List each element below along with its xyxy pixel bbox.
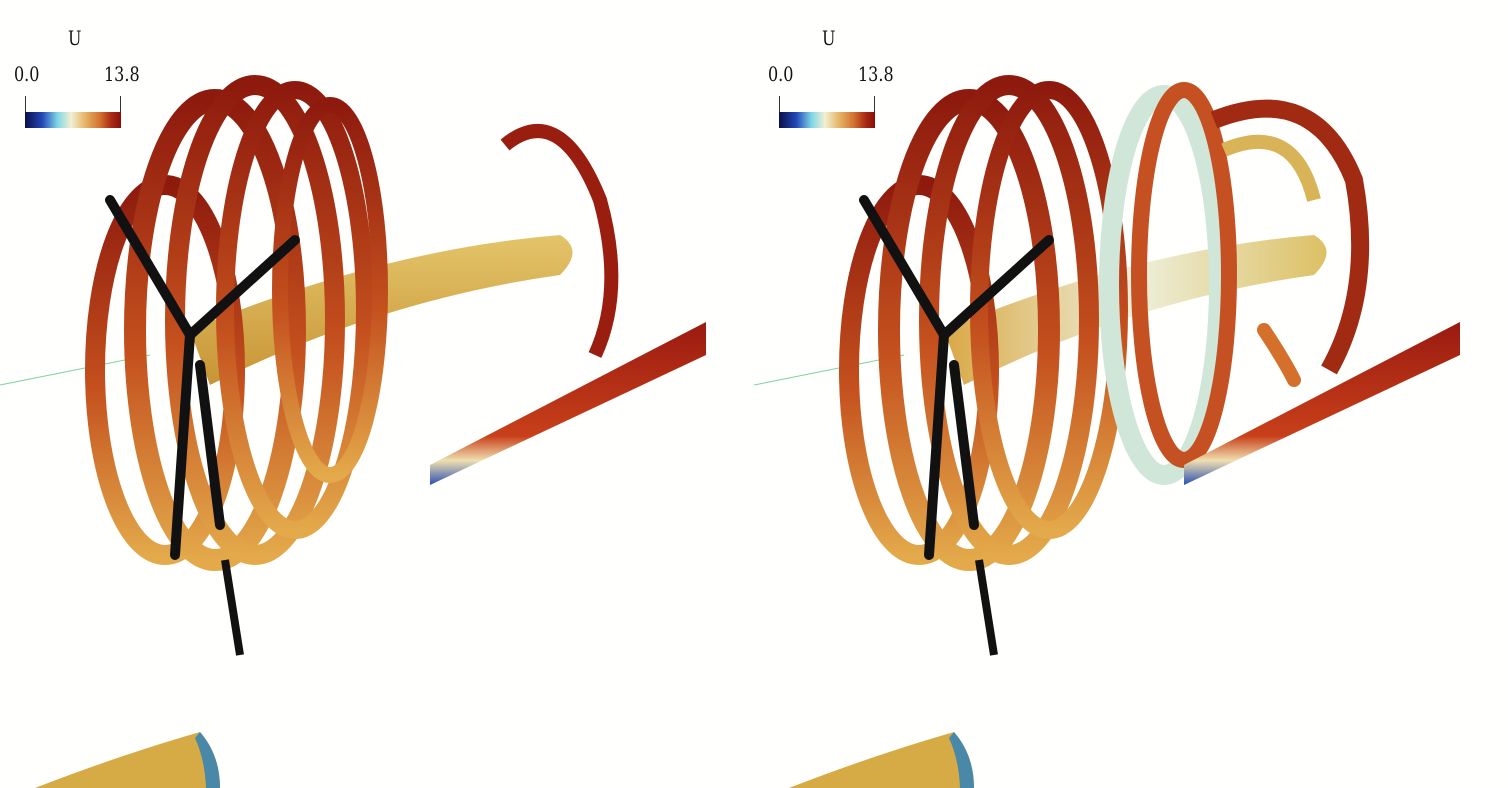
legend-tick-max [120, 96, 121, 112]
tip-vortex-rings [85, 75, 388, 571]
legend-min-label: 0.0 [14, 62, 40, 86]
color-legend: U 0.0 13.8 [754, 0, 894, 140]
legend-max-label: 13.8 [104, 62, 140, 86]
wake-scene-right [754, 75, 1460, 788]
legend-tick-max [874, 96, 875, 112]
turbine-tower [221, 559, 244, 656]
legend-max-label: 13.8 [858, 62, 894, 86]
turbine-tower [975, 559, 998, 656]
colorbar [779, 112, 875, 128]
render-viewport-right[interactable]: U 0.0 13.8 [754, 0, 1508, 788]
detached-vortex-arc [500, 124, 619, 358]
detached-vortex-arc [1210, 99, 1370, 375]
turbine-blades [105, 195, 300, 560]
ground-slice-strip [1184, 322, 1460, 485]
legend-min-label: 0.0 [768, 62, 794, 86]
wake-scene-left [0, 75, 706, 788]
legend-tick-min [779, 96, 780, 112]
legend-title: U [68, 26, 82, 50]
legend-tick-min [25, 96, 26, 112]
turbine-blades [859, 195, 1054, 560]
colorbar [25, 112, 121, 128]
ground-slice-strip [430, 322, 706, 485]
legend-title: U [822, 26, 836, 50]
nacelle-foreground [35, 732, 220, 788]
render-viewport-left[interactable]: U 0.0 13.8 [0, 0, 754, 788]
color-legend: U 0.0 13.8 [0, 0, 140, 140]
nacelle-foreground [789, 732, 974, 788]
